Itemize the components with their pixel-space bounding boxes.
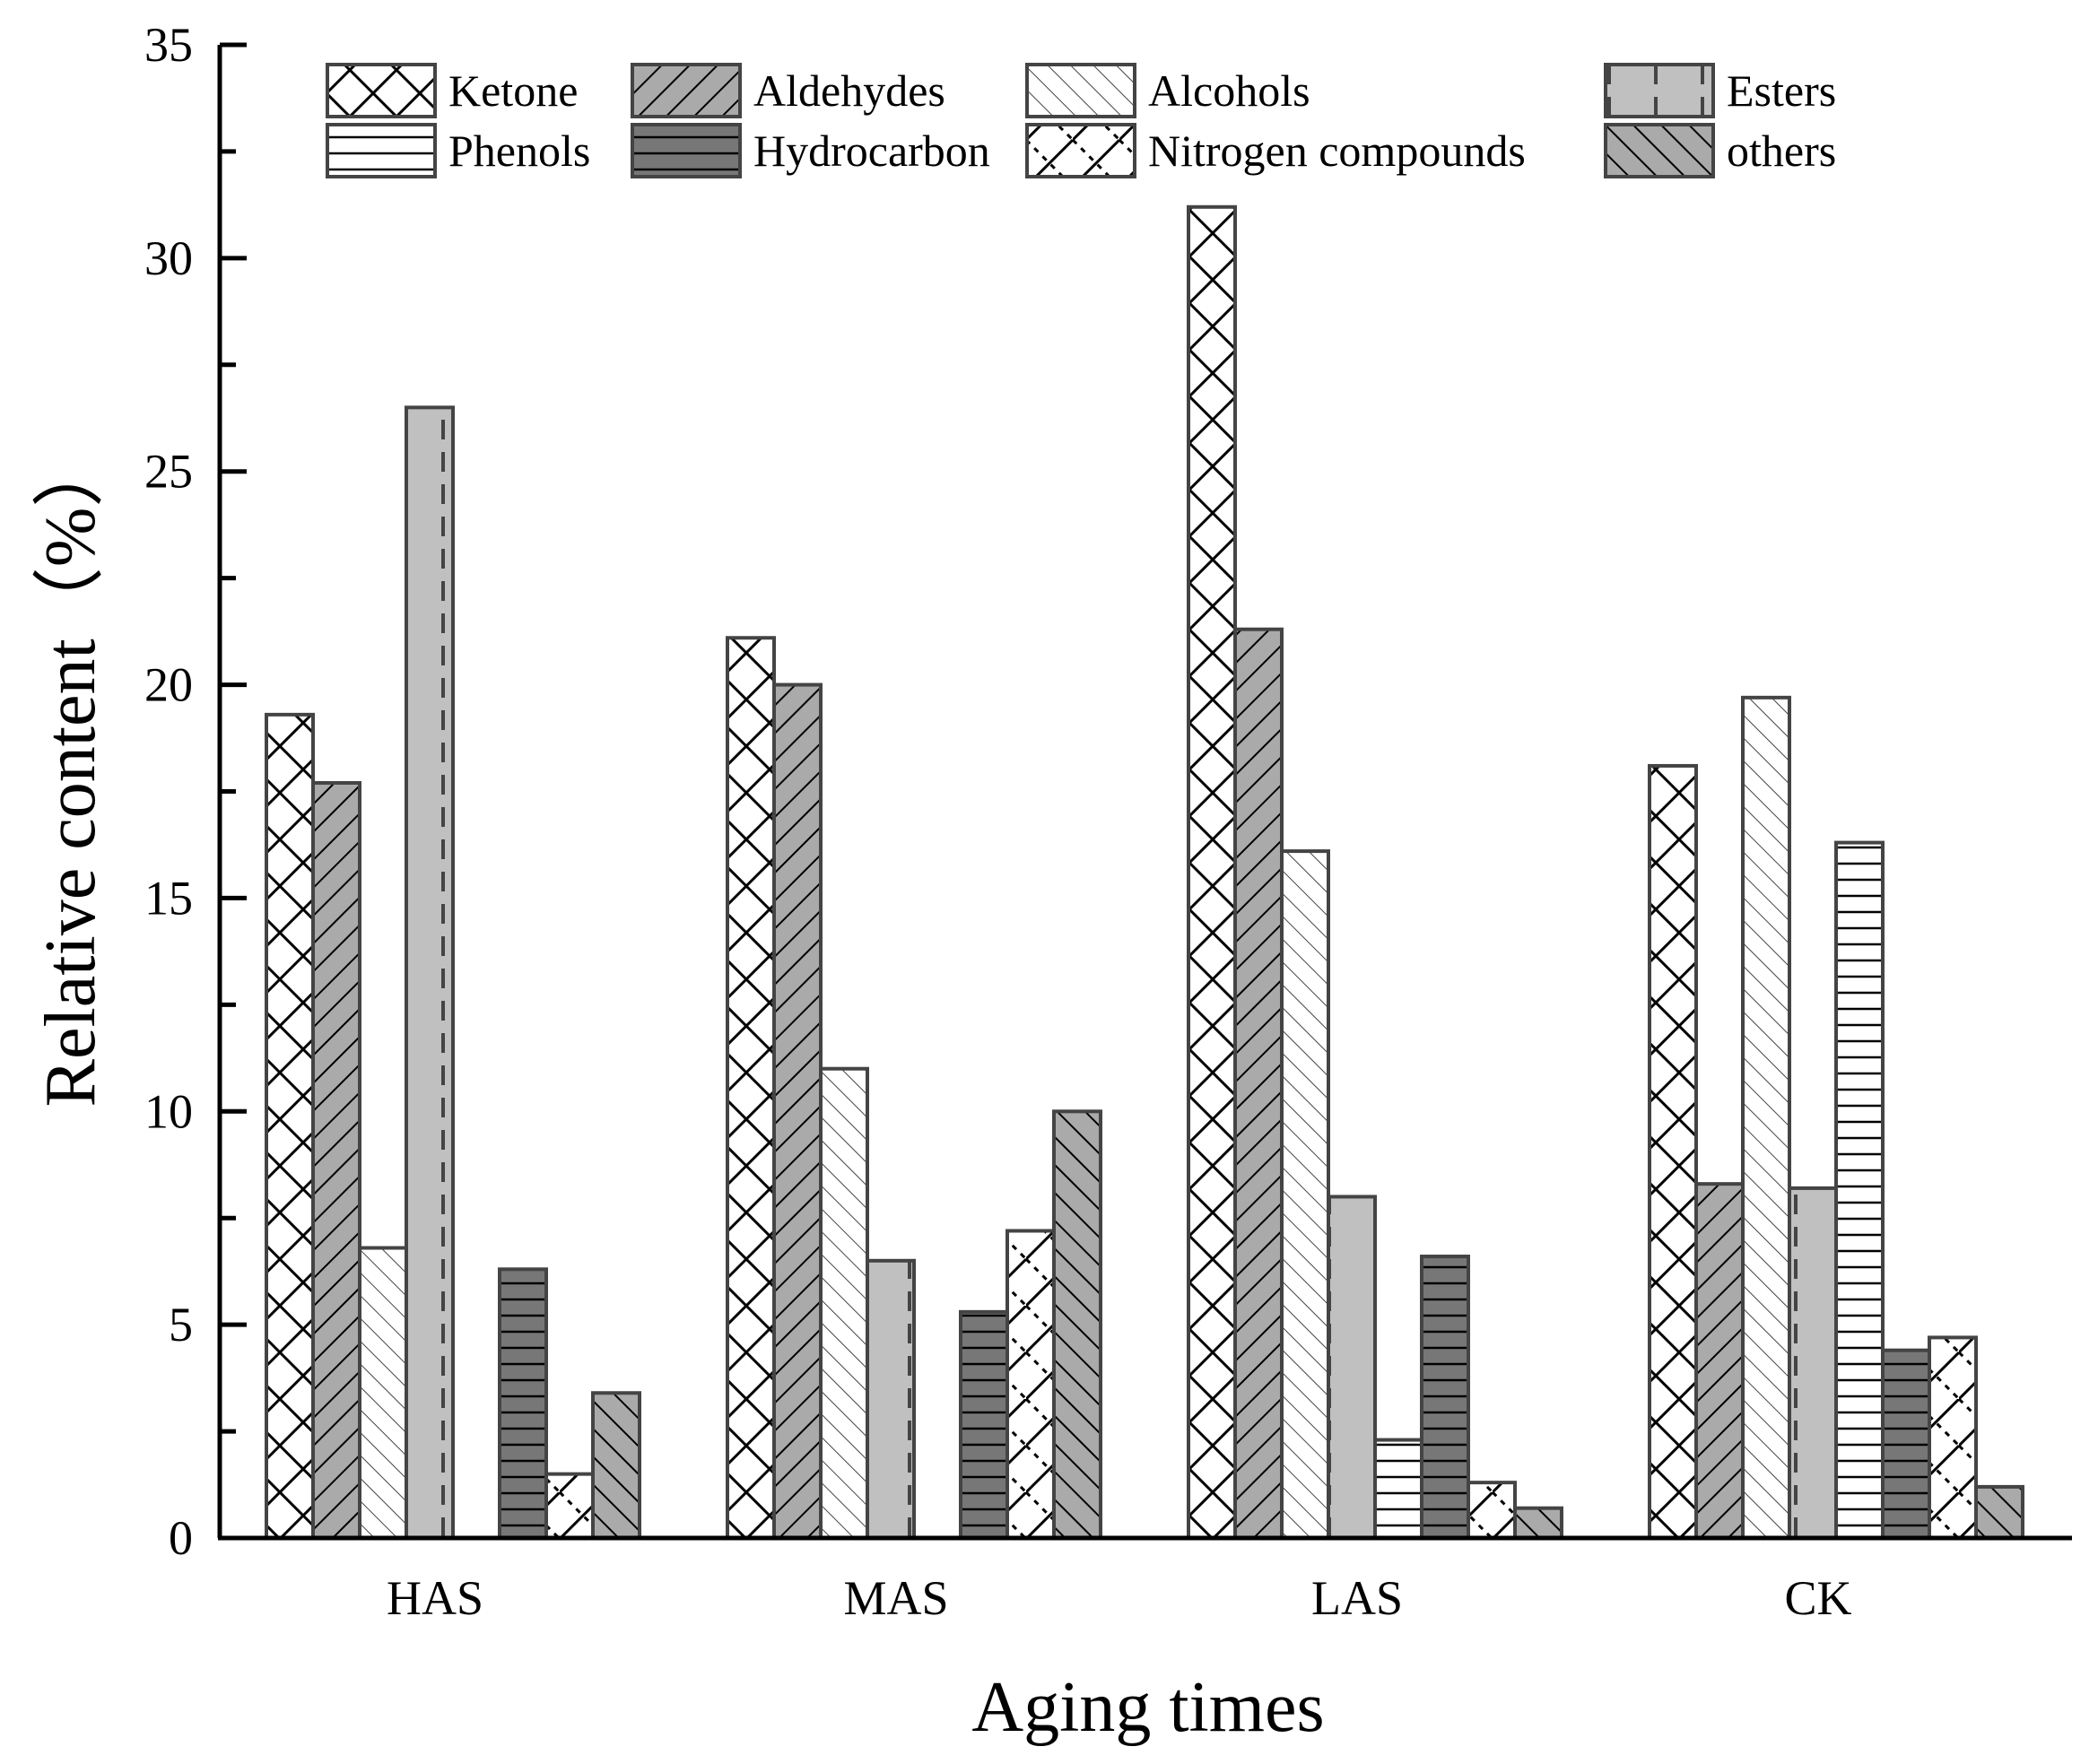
y-tick-label: 35 [144, 18, 193, 72]
legend-label: Aldehydes [753, 65, 945, 116]
bar-has-others [591, 1391, 641, 1541]
bar-has-hydrocarbon [498, 1267, 548, 1541]
bar-las-ketone [1187, 204, 1237, 1540]
legend-swatch [1025, 123, 1136, 178]
bar-has-ketone [265, 712, 315, 1540]
y-tick-label: 30 [144, 231, 193, 285]
bar-ck-hydrocarbon [1881, 1348, 1931, 1540]
bar-las-phenols [1373, 1438, 1423, 1540]
legend-swatch [631, 63, 742, 118]
legend-swatch [326, 123, 437, 178]
legend-swatch [631, 123, 742, 178]
legend-label: Alcohols [1148, 65, 1310, 116]
bar-ck-esters [1788, 1186, 1838, 1541]
y-tick-label: 10 [144, 1084, 193, 1138]
bar-ck-aldehydes [1694, 1182, 1745, 1540]
bar-ck-alcohols [1741, 695, 1791, 1540]
legend-label: Ketone [448, 65, 578, 116]
bar-las-alcohols [1280, 849, 1330, 1540]
x-tick-label: MAS [843, 1571, 948, 1625]
bar-mas-alcohols [819, 1066, 869, 1540]
bar-has-esters [405, 405, 455, 1540]
x-tick-label: HAS [387, 1571, 483, 1625]
bar-las-nitrogen-compounds [1467, 1481, 1517, 1540]
bar-has-alcohols [358, 1246, 408, 1540]
y-tick-label: 5 [169, 1298, 193, 1351]
bar-ck-nitrogen-compounds [1928, 1335, 1978, 1541]
bar-mas-hydrocarbon [959, 1309, 1009, 1541]
legend-swatch [1604, 123, 1715, 178]
x-tick-label: LAS [1311, 1571, 1403, 1625]
x-tick-label: CK [1784, 1571, 1851, 1625]
bar-mas-ketone [726, 636, 776, 1540]
bar-las-aldehydes [1233, 627, 1284, 1540]
bar-mas-esters [866, 1258, 916, 1541]
y-tick-label: 20 [144, 658, 193, 712]
bar-has-nitrogen-compounds [544, 1472, 595, 1540]
legend-label: Hydrocarbon [753, 126, 990, 176]
y-tick-label: 15 [144, 871, 193, 925]
y-tick-label: 0 [169, 1511, 193, 1565]
legend: Ketone Aldehydes Alcohols Esters Phenols Hydr… [326, 63, 1836, 178]
axes-group: 0 5 10 15 20 25 30 35 HAS MAS LAS CK [144, 18, 2072, 1625]
bar-has-aldehydes [311, 780, 361, 1540]
bar-las-others [1513, 1506, 1563, 1540]
x-axis-title: Aging times [971, 1668, 1324, 1747]
bar-las-esters [1327, 1195, 1377, 1541]
bar-las-hydrocarbon [1420, 1255, 1470, 1540]
y-tick-label: 25 [144, 445, 193, 499]
bars-group [265, 204, 2024, 1541]
legend-label: Esters [1727, 65, 1836, 116]
legend-label: Phenols [448, 126, 590, 176]
legend-label: Nitrogen compounds [1148, 126, 1526, 176]
legend-swatch [326, 63, 437, 118]
legend-label: others [1727, 126, 1836, 176]
legend-swatch [1025, 63, 1136, 118]
bar-ck-others [1974, 1484, 2024, 1541]
bar-mas-nitrogen-compounds [1005, 1229, 1056, 1540]
y-axis-title: Relative content（%） [31, 436, 110, 1108]
bar-ck-phenols [1834, 840, 1885, 1540]
bar-mas-others [1052, 1109, 1102, 1541]
bar-mas-aldehydes [772, 682, 823, 1540]
legend-swatch [1604, 63, 1715, 118]
bar-ck-ketone [1648, 763, 1698, 1540]
